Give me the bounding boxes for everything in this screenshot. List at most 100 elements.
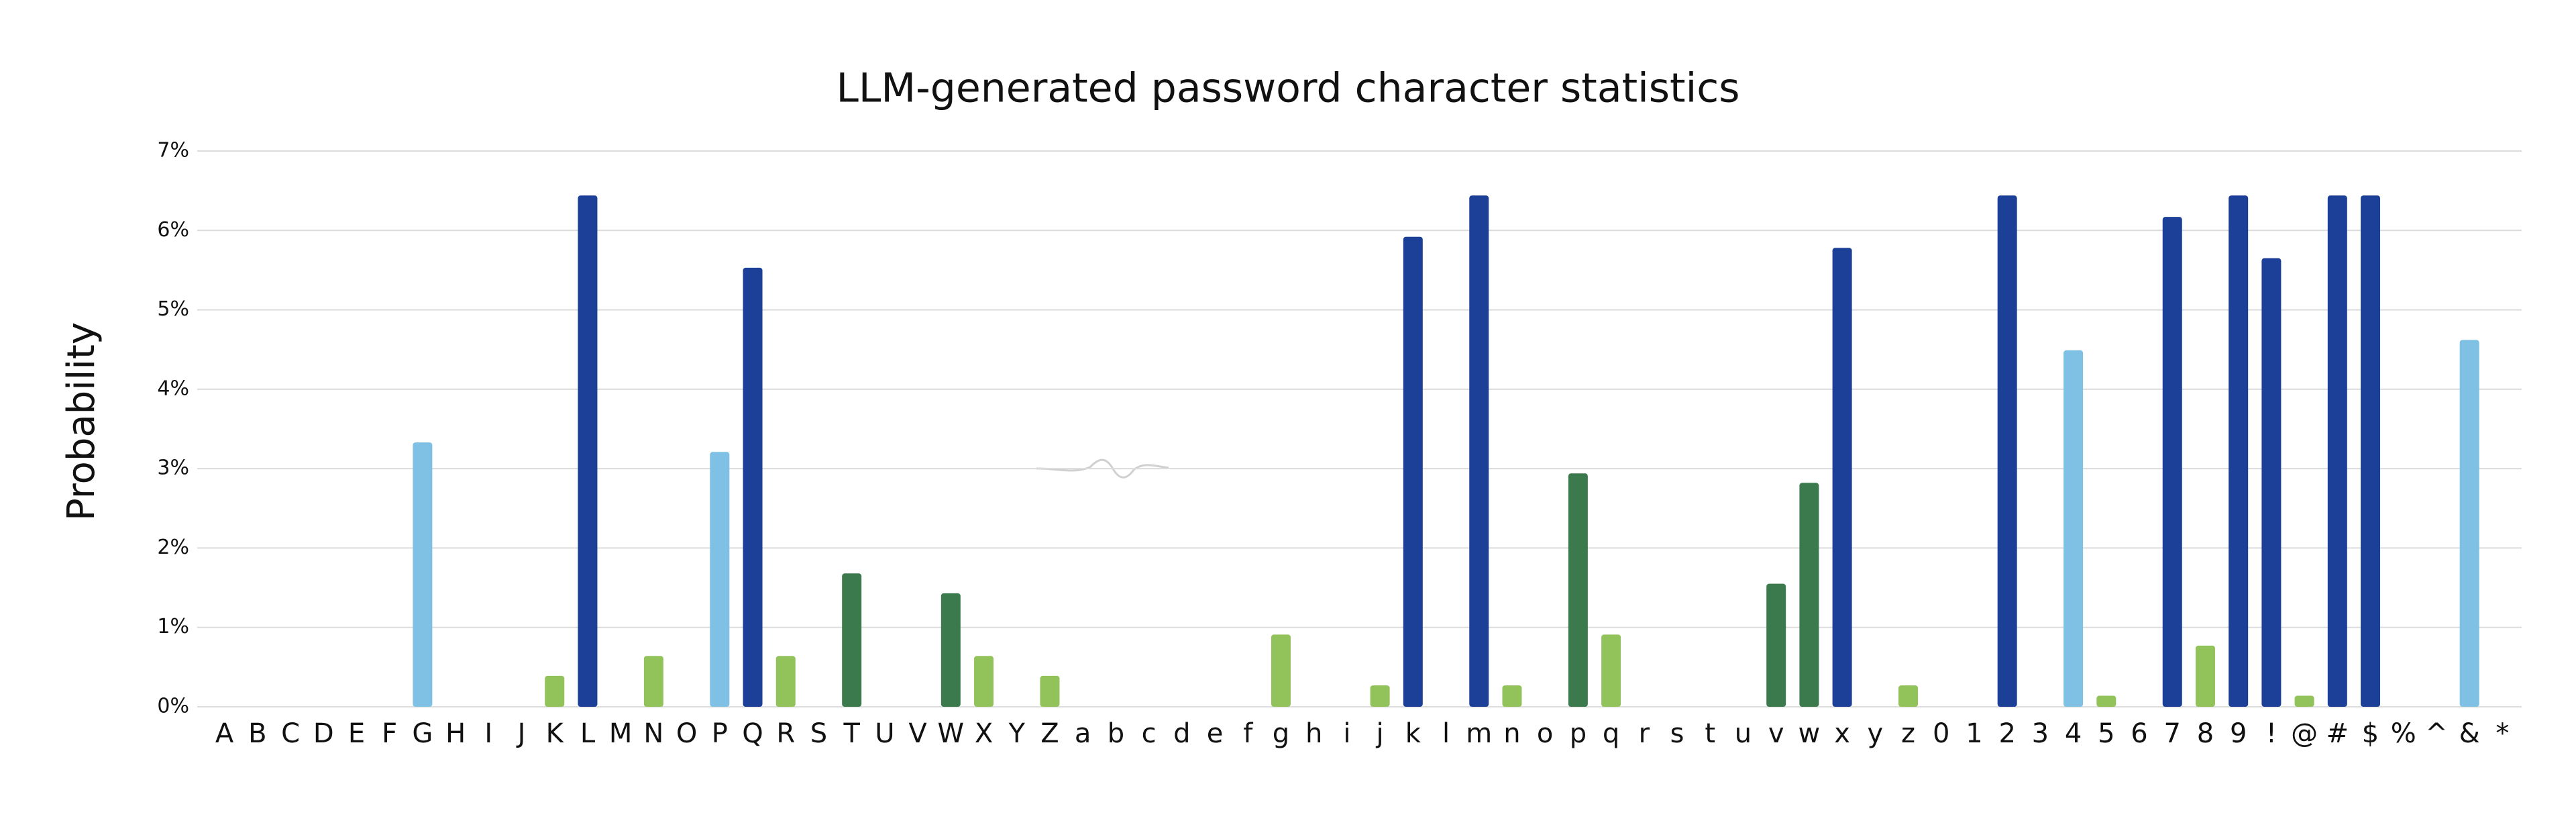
bar [1271,634,1291,707]
x-tick-label: R [776,718,795,749]
y-tick-label: 1% [157,615,189,638]
x-tick-label: M [609,718,633,749]
x-tick-label: d [1173,718,1190,749]
x-tick-label: @ [2291,718,2318,749]
x-tick-label: C [281,718,300,749]
x-tick-label: l [1442,718,1450,749]
x-tick-label: g [1273,718,1289,749]
x-tick-label: t [1705,718,1715,749]
x-tick-label: U [875,718,894,749]
bar [775,656,796,707]
x-tick-label: Z [1040,718,1059,749]
bar [1403,236,1423,707]
x-tick-label: K [546,718,565,749]
bar [1766,583,1786,707]
x-tick-label: B [248,718,266,749]
bar [842,573,862,707]
chart-title: LLM-generated password character statist… [836,65,1739,112]
bar [643,656,663,707]
bar [413,442,433,707]
bar [2294,695,2314,707]
x-tick-label: 8 [2197,718,2214,749]
bar [2229,195,2249,707]
bar [941,593,961,707]
bar [2459,340,2479,707]
x-tick-label: Q [742,718,763,749]
x-tick-label: u [1735,718,1752,749]
x-tick-label: O [676,718,697,749]
x-tick-label: 9 [2230,718,2247,749]
x-tick-label: 6 [2131,718,2147,749]
x-tick-label: S [810,718,827,749]
bar [2162,217,2182,707]
y-tick-label: 7% [157,139,189,162]
x-tick-label: J [516,718,526,749]
x-tick-label: v [1768,718,1784,749]
x-tick-label: w [1799,718,1821,749]
x-tick-label: y [1867,718,1883,749]
decoration [1036,458,1169,479]
x-tick-label: s [1670,718,1684,749]
x-tick-label: f [1243,718,1253,749]
x-tick-label: i [1343,718,1350,749]
x-tick-label: z [1901,718,1915,749]
bar [1898,685,1919,707]
bar [2195,645,2215,707]
bar [1568,473,1588,707]
x-tick-label: T [843,718,860,749]
bar [1601,634,1621,707]
x-tick-label: h [1305,718,1322,749]
x-tick-label: X [975,718,993,749]
x-tick-label: A [215,718,234,749]
x-tick-label: W [938,718,965,749]
y-axis-label: Probability [60,322,103,521]
x-tick-label: & [2459,718,2480,749]
bar [1370,685,1390,707]
y-tick-label: 4% [157,377,189,400]
x-tick-label: j [1376,718,1384,749]
bar [1832,248,1852,707]
bar [743,267,763,707]
x-tick-label: E [348,718,365,749]
x-tick-label: q [1603,718,1619,749]
bar [2261,258,2282,707]
x-tick-label: N [643,718,663,749]
y-tick-label: 2% [157,536,189,559]
x-tick-label: # [2326,718,2349,749]
bar [578,195,598,707]
x-tick-label: n [1503,718,1520,749]
x-tick-label: a [1075,718,1091,749]
x-tick-label: p [1570,718,1587,749]
x-tick-label: 7 [2164,718,2181,749]
bar [2361,195,2381,707]
x-tick-label: 1 [1966,718,1982,749]
x-tick-label: 0 [1933,718,1949,749]
x-tick-label: H [445,718,466,749]
bar [1040,675,1060,707]
bar [1502,685,1522,707]
x-tick-label: P [712,718,728,749]
x-tick-label: ^ [2425,718,2448,749]
x-tick-label: 5 [2098,718,2114,749]
y-tick-label: 5% [157,297,189,321]
y-tick-label: 3% [157,456,189,480]
x-tick-label: c [1142,718,1157,749]
y-tick-label: 6% [157,218,189,242]
x-tick-label: * [2496,718,2509,749]
x-tick-label: L [580,718,596,749]
y-tick-label: 0% [157,695,189,718]
x-tick-label: b [1108,718,1124,749]
bar [1799,483,1819,707]
x-tick-label: ! [2266,718,2277,749]
x-tick-label: F [382,718,397,749]
bar [974,656,994,707]
bar [545,675,565,707]
x-tick-label: I [484,718,492,749]
bar [1997,195,2017,707]
x-tick-label: x [1834,718,1850,749]
x-tick-label: r [1639,718,1650,749]
x-tick-label: o [1537,718,1553,749]
bar [1469,195,1489,707]
x-tick-label: m [1466,718,1492,749]
